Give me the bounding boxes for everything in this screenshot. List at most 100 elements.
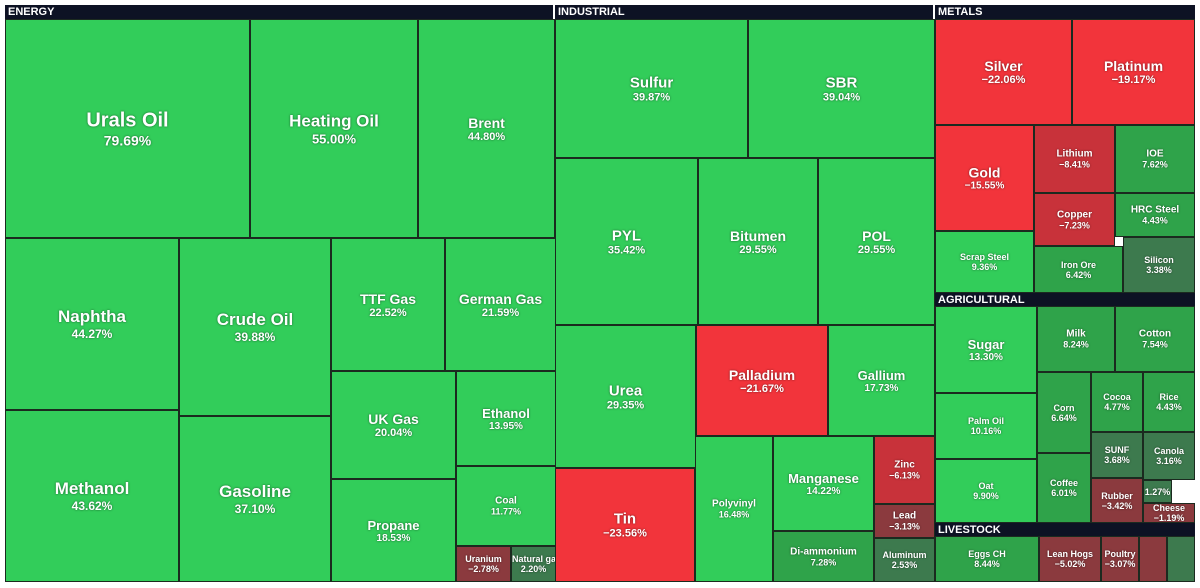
tile-label: Gold −15.55%	[936, 165, 1033, 192]
tile-name: Natural gas	[512, 554, 556, 564]
tile-sulfur[interactable]: Sulfur 39.87%	[555, 19, 748, 158]
tile-heating-oil[interactable]: Heating Oil 55.00%	[250, 19, 418, 238]
tile-palladium[interactable]: Palladium −21.67%	[696, 325, 828, 436]
tile-milk[interactable]: Milk 8.24%	[1037, 306, 1115, 372]
sector-header-industrial: INDUSTRIAL	[555, 5, 933, 19]
tile-label: Urea 29.35%	[556, 382, 695, 411]
tile-cocoa[interactable]: Cocoa 4.77%	[1091, 372, 1143, 432]
tile-agricultural-12[interactable]: 1.27%	[1143, 480, 1172, 503]
tile-rubber[interactable]: Rubber −3.42%	[1091, 478, 1143, 523]
tile-sunf[interactable]: SUNF 3.68%	[1091, 432, 1143, 478]
tile-german-gas[interactable]: German Gas 21.59%	[445, 238, 556, 371]
tile-name: Iron Ore	[1060, 259, 1096, 270]
tile-hrc-steel[interactable]: HRC Steel 4.43%	[1115, 193, 1195, 237]
sector-header-agricultural: AGRICULTURAL	[935, 293, 1195, 306]
tile-livestock-4[interactable]	[1167, 536, 1195, 582]
tile-copper[interactable]: Copper −7.23%	[1034, 193, 1115, 246]
tile-change: −19.17%	[1111, 74, 1156, 86]
tile-silver[interactable]: Silver −22.06%	[935, 19, 1072, 125]
tile-livestock-3[interactable]	[1139, 536, 1167, 582]
tile-scrap-steel[interactable]: Scrap Steel 9.36%	[935, 231, 1034, 293]
tile-lead[interactable]: Lead −3.13%	[874, 504, 935, 538]
tile-gasoline[interactable]: Gasoline 37.10%	[179, 416, 331, 582]
tile-rice[interactable]: Rice 4.43%	[1143, 372, 1195, 432]
tile-gallium[interactable]: Gallium 17.73%	[828, 325, 935, 436]
tile-palm-oil[interactable]: Palm Oil 10.16%	[935, 393, 1037, 459]
tile-pol[interactable]: POL 29.55%	[818, 158, 935, 325]
tile-label: IOE 7.62%	[1116, 149, 1194, 170]
tile-poultry[interactable]: Poultry −3.07%	[1101, 536, 1139, 582]
tile-change: 8.24%	[1063, 339, 1089, 350]
tile-lean-hogs[interactable]: Lean Hogs −5.02%	[1039, 536, 1101, 582]
tile-urals-oil[interactable]: Urals Oil 79.69%	[5, 19, 250, 238]
tile-uranium[interactable]: Uranium −2.78%	[456, 546, 511, 582]
tile-iron-ore[interactable]: Iron Ore 6.42%	[1034, 246, 1123, 293]
tile-change: 17.73%	[864, 382, 899, 394]
tile-ethanol[interactable]: Ethanol 13.95%	[456, 371, 556, 466]
tile-label: Canola 3.16%	[1144, 446, 1194, 466]
tile-naphtha[interactable]: Naphtha 44.27%	[5, 238, 179, 410]
tile-uk-gas[interactable]: UK Gas 20.04%	[331, 371, 456, 479]
tile-sbr[interactable]: SBR 39.04%	[748, 19, 935, 158]
tile-change: −21.67%	[740, 382, 784, 395]
tile-label: Silicon 3.38%	[1124, 255, 1194, 275]
tile-label: Copper −7.23%	[1035, 209, 1114, 230]
tile-change: 39.87%	[632, 91, 671, 103]
tile-coal[interactable]: Coal 11.77%	[456, 466, 556, 546]
tile-manganese[interactable]: Manganese 14.22%	[773, 436, 874, 531]
tile-ttf-gas[interactable]: TTF Gas 22.52%	[331, 238, 445, 371]
tile-pyl[interactable]: PYL 35.42%	[555, 158, 698, 325]
tile-ioe[interactable]: IOE 7.62%	[1115, 125, 1195, 193]
tile-polyvinyl[interactable]: Polyvinyl 16.48%	[695, 436, 773, 582]
tile-name: Lean Hogs	[1046, 549, 1093, 559]
tile-eggs-ch[interactable]: Eggs CH 8.44%	[935, 536, 1039, 582]
tile-platinum[interactable]: Platinum −19.17%	[1072, 19, 1195, 125]
tile-name: Naphtha	[58, 307, 126, 326]
tile-change: 55.00%	[311, 131, 357, 146]
tile-crude-oil[interactable]: Crude Oil 39.88%	[179, 238, 331, 416]
tile-change: 6.64%	[1051, 412, 1077, 423]
tile-change: 39.04%	[822, 91, 861, 103]
tile-change: 3.68%	[1104, 455, 1130, 465]
tile-gold[interactable]: Gold −15.55%	[935, 125, 1034, 231]
tile-brent[interactable]: Brent 44.80%	[418, 19, 555, 238]
tile-name: Corn	[1053, 402, 1075, 413]
tile-name: Sugar	[967, 336, 1005, 352]
tile-coffee[interactable]: Coffee 6.01%	[1037, 453, 1091, 523]
tile-name: Cotton	[1138, 328, 1172, 340]
tile-change: 7.28%	[810, 557, 837, 567]
tile-zinc[interactable]: Zinc −6.13%	[874, 436, 935, 504]
tile-change: −7.23%	[1059, 220, 1090, 230]
tile-aluminum[interactable]: Aluminum 2.53%	[874, 538, 935, 582]
tile-label: PYL 35.42%	[556, 227, 697, 256]
tile-lithium[interactable]: Lithium −8.41%	[1034, 125, 1115, 193]
tile-change: −6.13%	[889, 470, 920, 481]
tile-bitumen[interactable]: Bitumen 29.55%	[698, 158, 818, 325]
tile-canola[interactable]: Canola 3.16%	[1143, 432, 1195, 480]
tile-methanol[interactable]: Methanol 43.62%	[5, 410, 179, 582]
tile-natural-gas[interactable]: Natural gas2.20%	[511, 546, 556, 582]
tile-label: Coffee 6.01%	[1038, 478, 1090, 498]
tile-name: Urals Oil	[86, 109, 169, 131]
tile-oat[interactable]: Oat 9.90%	[935, 459, 1037, 523]
tile-propane[interactable]: Propane 18.53%	[331, 479, 456, 582]
tile-sugar[interactable]: Sugar 13.30%	[935, 306, 1037, 393]
tile-label: Rubber −3.42%	[1092, 491, 1142, 511]
tile-urea[interactable]: Urea 29.35%	[555, 325, 696, 468]
tile-di-ammonium[interactable]: Di-ammonium 7.28%	[773, 531, 874, 582]
tile-change: −3.42%	[1101, 500, 1133, 511]
tile-name: Cocoa	[1103, 392, 1131, 402]
tile-corn[interactable]: Corn 6.64%	[1037, 372, 1091, 453]
tile-change: 8.44%	[974, 559, 1000, 569]
tile-change: −5.02%	[1054, 559, 1086, 569]
tile-change: 4.43%	[1142, 215, 1168, 226]
tile-name: Poultry	[1104, 549, 1136, 559]
tile-cheese[interactable]: Cheese −1.19%	[1143, 503, 1195, 523]
tile-cotton[interactable]: Cotton 7.54%	[1115, 306, 1195, 372]
tile-label: 1.27%	[1144, 487, 1171, 497]
tile-silicon[interactable]: Silicon 3.38%	[1123, 237, 1195, 293]
tile-label: SBR 39.04%	[749, 74, 934, 103]
tile-tin[interactable]: Tin −23.56%	[555, 468, 695, 582]
tile-change: 6.42%	[1065, 269, 1092, 280]
